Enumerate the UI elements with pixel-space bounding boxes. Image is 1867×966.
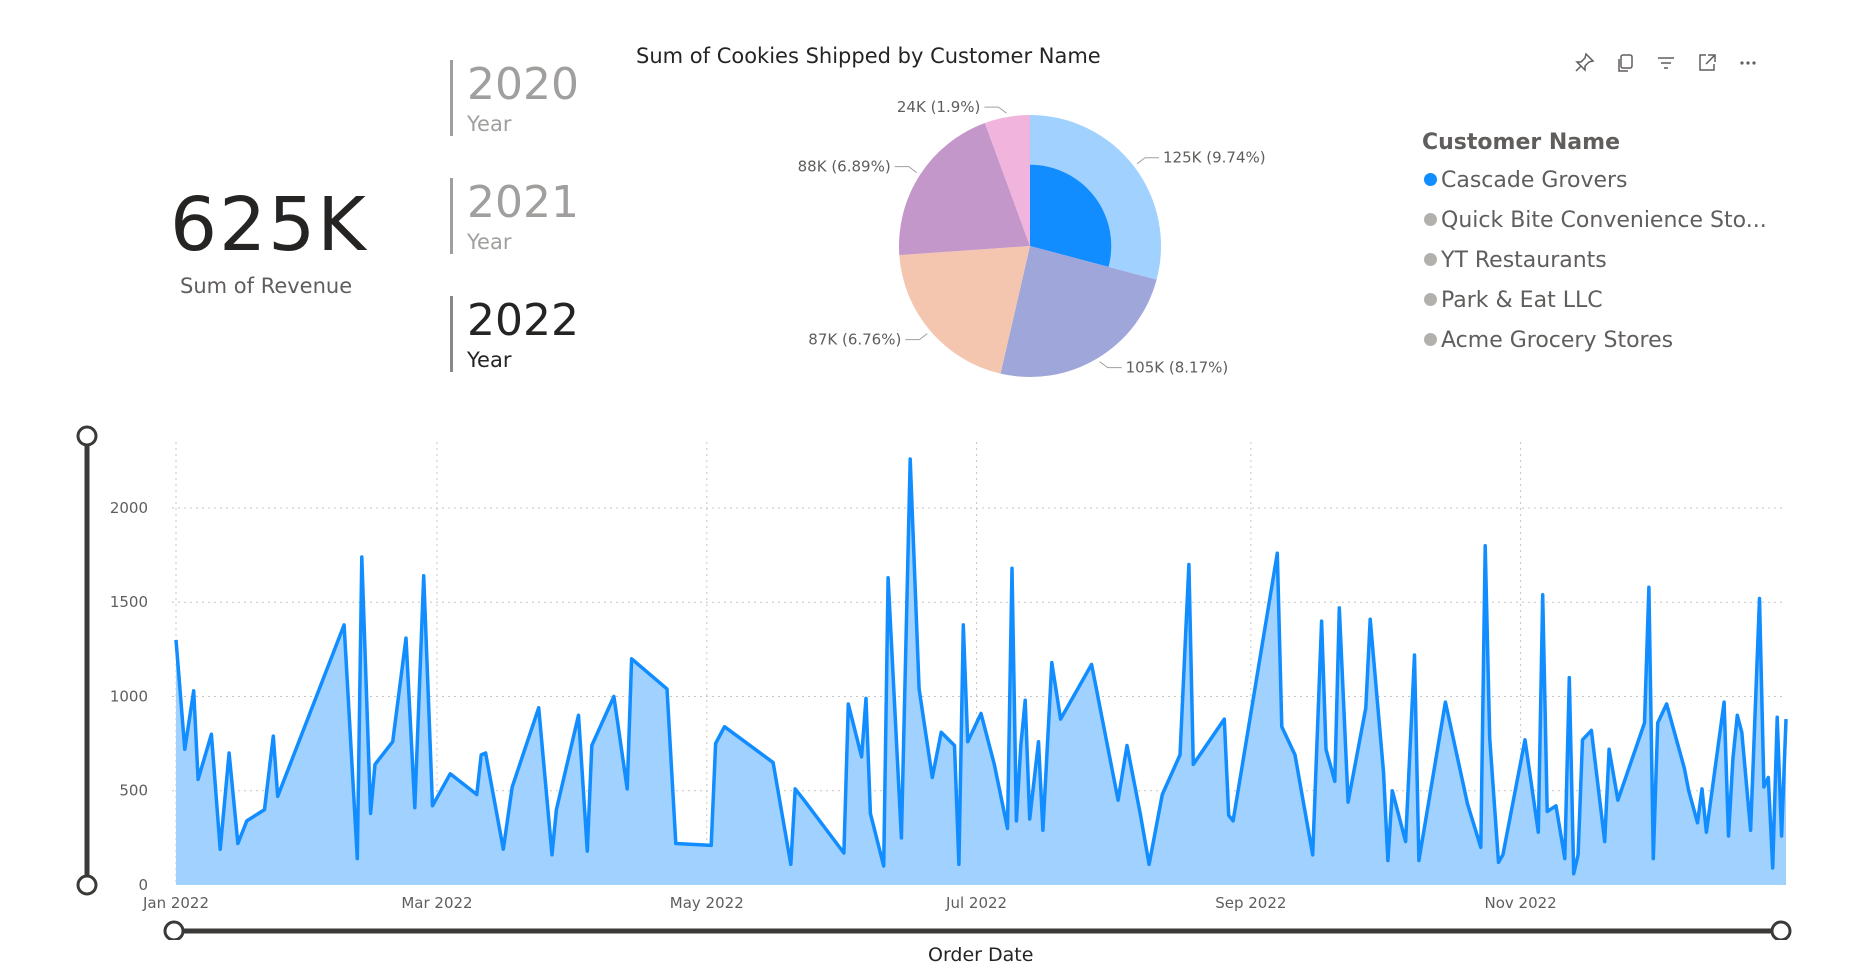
y-zoom-handle-top[interactable] bbox=[76, 425, 98, 447]
year-option-2020[interactable]: 2020 Year bbox=[450, 60, 647, 136]
y-tick-label: 1000 bbox=[110, 687, 148, 705]
y-tick-label: 2000 bbox=[110, 499, 148, 517]
order-date-area-chart[interactable]: 0 500 1000 1500 2000 Jan 2022 Mar 2022 May 2022… bbox=[0, 420, 1867, 940]
pie-leader-line bbox=[894, 166, 917, 173]
x-tick-label: Nov 2022 bbox=[1485, 894, 1557, 912]
year-value: 2020 bbox=[467, 59, 579, 110]
pie-data-label: 87K (6.76%) bbox=[808, 331, 901, 349]
year-value: 2022 bbox=[467, 295, 579, 346]
pie-slice[interactable] bbox=[899, 123, 1030, 256]
pie-slice[interactable] bbox=[984, 115, 1030, 246]
legend-item-label: YT Restaurants bbox=[1441, 248, 1607, 273]
legend-item-yt-restaurants[interactable]: YT Restaurants bbox=[1424, 248, 1607, 273]
pie-chart[interactable]: 125K (9.74%) 105K (8.17%) 87K (6.76%) 88K (… bbox=[780, 80, 1320, 400]
x-tick-label: Mar 2022 bbox=[401, 894, 472, 912]
year-value: 2021 bbox=[467, 177, 579, 228]
legend-item-label: Park & Eat LLC bbox=[1441, 288, 1603, 313]
more-options-icon[interactable] bbox=[1736, 52, 1760, 76]
pie-data-label: 125K (9.74%) bbox=[1163, 149, 1266, 167]
legend-item-label: Acme Grocery Stores bbox=[1441, 328, 1674, 353]
x-zoom-handle-left[interactable] bbox=[163, 920, 185, 940]
year-option-2021[interactable]: 2021 Year bbox=[450, 178, 647, 254]
pie-data-label: 24K (1.9%) bbox=[897, 98, 981, 116]
pie-chart-title: Sum of Cookies Shipped by Customer Name bbox=[636, 44, 1101, 68]
pie-leader-line bbox=[984, 106, 1007, 114]
legend-title: Customer Name bbox=[1422, 130, 1620, 155]
pie-data-label: 105K (8.17%) bbox=[1126, 359, 1229, 377]
x-tick-label: May 2022 bbox=[670, 894, 744, 912]
series-line[interactable] bbox=[174, 457, 1788, 876]
pie-slice[interactable] bbox=[1000, 246, 1157, 377]
legend-item-acme-grocery[interactable]: Acme Grocery Stores bbox=[1424, 328, 1673, 353]
year-label: Year bbox=[467, 112, 512, 136]
pie-data-label: 88K (6.89%) bbox=[798, 158, 891, 176]
year-label: Year bbox=[467, 230, 512, 254]
x-tick-label: Sep 2022 bbox=[1215, 894, 1286, 912]
pie-leader-line bbox=[1099, 361, 1122, 369]
year-option-2022[interactable]: 2022 Year bbox=[450, 296, 647, 372]
pie-slice-highlight[interactable] bbox=[1030, 164, 1112, 267]
pin-icon[interactable] bbox=[1572, 52, 1596, 76]
kpi-label: Sum of Revenue bbox=[180, 274, 353, 298]
pie-leader-line bbox=[905, 333, 928, 341]
pie-leader-line bbox=[1136, 157, 1160, 165]
legend-dot-icon bbox=[1424, 333, 1437, 346]
legend-item-park-eat[interactable]: Park & Eat LLC bbox=[1424, 288, 1603, 313]
copy-icon[interactable] bbox=[1613, 52, 1637, 76]
legend-dot-icon bbox=[1424, 173, 1437, 186]
y-zoom-handle-bottom[interactable] bbox=[76, 874, 98, 896]
legend-dot-icon bbox=[1424, 253, 1437, 266]
legend-dot-icon bbox=[1424, 213, 1437, 226]
legend-item-label: Quick Bite Convenience Sto... bbox=[1441, 208, 1767, 233]
x-zoom-handle-right[interactable] bbox=[1770, 920, 1792, 940]
x-tick-label: Jul 2022 bbox=[945, 894, 1007, 912]
x-tick-label: Jan 2022 bbox=[142, 894, 209, 912]
focus-mode-icon[interactable] bbox=[1695, 52, 1719, 76]
legend-item-cascade-grovers[interactable]: Cascade Grovers bbox=[1424, 168, 1628, 193]
legend-item-label: Cascade Grovers bbox=[1441, 168, 1628, 193]
legend-item-quick-bite[interactable]: Quick Bite Convenience Sto... bbox=[1424, 208, 1767, 233]
x-axis-title: Order Date bbox=[928, 944, 1034, 966]
kpi-value: 625K bbox=[170, 182, 368, 268]
legend-dot-icon bbox=[1424, 293, 1437, 306]
y-tick-label: 1500 bbox=[110, 593, 148, 611]
pie-slice[interactable] bbox=[899, 246, 1030, 374]
y-tick-label: 0 bbox=[138, 876, 148, 894]
year-label: Year bbox=[467, 348, 512, 372]
y-tick-label: 500 bbox=[119, 782, 148, 800]
filter-icon[interactable] bbox=[1654, 52, 1678, 76]
